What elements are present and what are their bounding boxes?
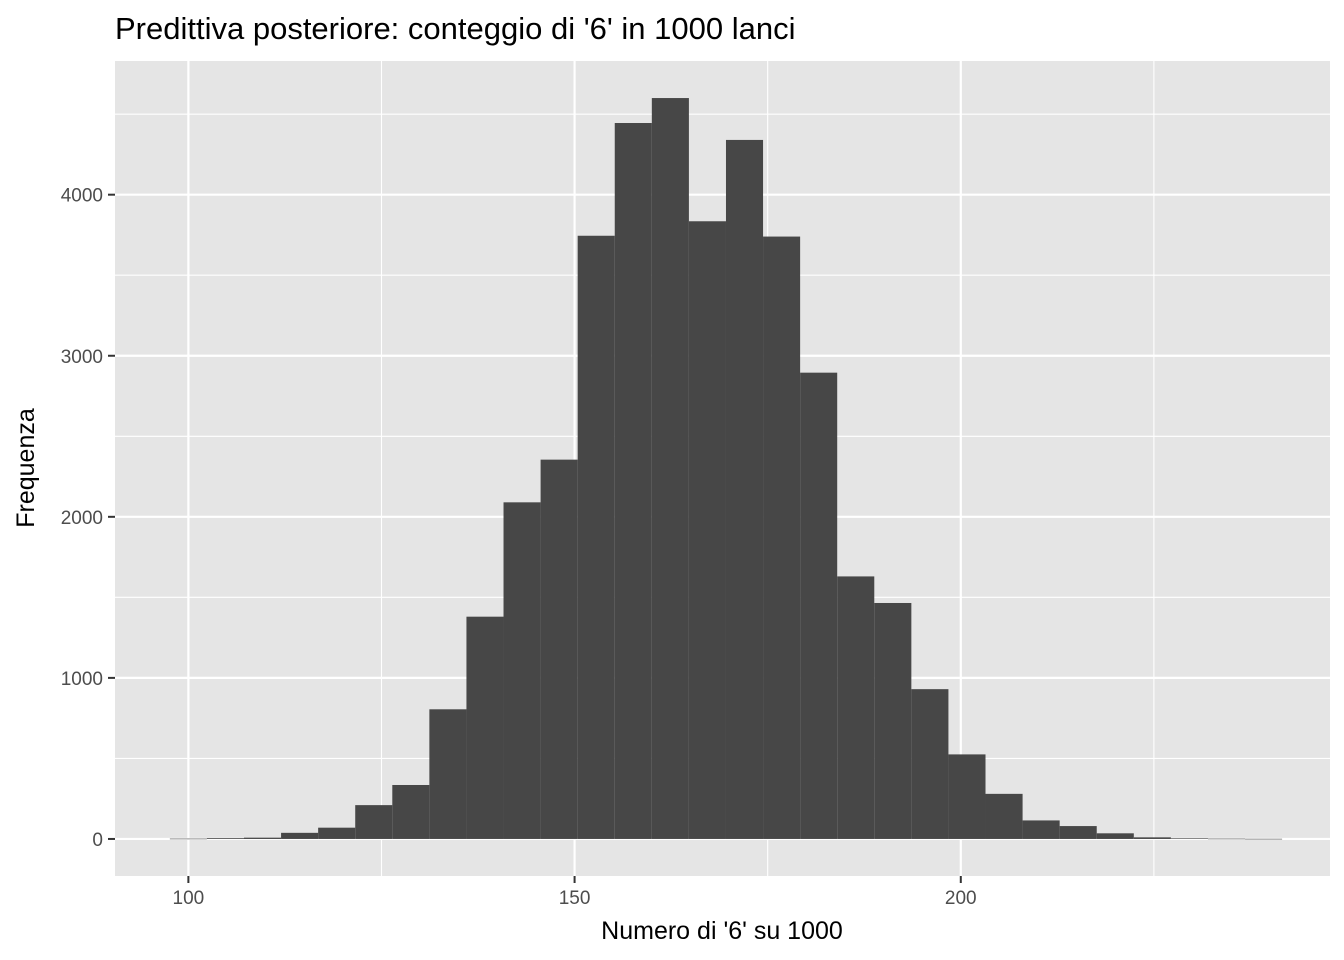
histogram-bar	[540, 459, 578, 839]
histogram-bar	[874, 602, 912, 839]
histogram-bar	[1133, 837, 1171, 839]
x-tick-label: 100	[173, 888, 205, 909]
histogram-bar	[1207, 838, 1246, 840]
histogram-bar	[1096, 833, 1134, 839]
x-axis-ticks: 100 150 200	[173, 876, 977, 909]
y-tick-label: 2000	[61, 508, 103, 529]
histogram-bar	[800, 372, 838, 839]
histogram-bar	[763, 236, 801, 839]
histogram-bar	[614, 123, 652, 839]
histogram-bar	[355, 805, 393, 839]
histogram-bar	[1059, 826, 1097, 839]
histogram-bar	[651, 98, 689, 839]
histogram-bar	[281, 832, 319, 839]
histogram-bar	[429, 709, 467, 839]
x-tick-label: 150	[559, 888, 591, 909]
y-tick-label: 3000	[61, 347, 103, 368]
histogram-bar	[466, 616, 504, 839]
histogram-bar	[1245, 838, 1283, 840]
histogram-bar	[243, 837, 282, 839]
chart-title: Predittiva posteriore: conteggio di '6' …	[115, 11, 795, 46]
histogram-bar	[1022, 820, 1060, 839]
histogram-bar	[985, 793, 1023, 839]
histogram-bar	[911, 689, 949, 839]
histogram-bar	[392, 784, 430, 839]
histogram-bar	[206, 838, 244, 839]
histogram-bar	[948, 754, 986, 839]
y-axis-ticks: 0 1000 2000 3000 4000	[61, 186, 115, 851]
histogram-bar	[725, 139, 764, 839]
histogram-bar	[837, 576, 875, 839]
histogram-bar	[318, 827, 356, 839]
histogram-bar	[577, 235, 615, 839]
histogram-bars	[169, 98, 1283, 840]
y-tick-label: 0	[92, 830, 103, 851]
y-axis-title: Frequenza	[12, 408, 40, 528]
y-tick-label: 4000	[61, 186, 103, 207]
histogram-bar	[1170, 838, 1208, 839]
histogram-bar	[503, 502, 541, 839]
y-tick-label: 1000	[61, 669, 103, 690]
histogram-bar	[169, 838, 207, 840]
x-tick-label: 200	[945, 888, 977, 909]
x-axis-title: Numero di '6' su 1000	[601, 917, 843, 945]
histogram-bar	[688, 221, 726, 839]
